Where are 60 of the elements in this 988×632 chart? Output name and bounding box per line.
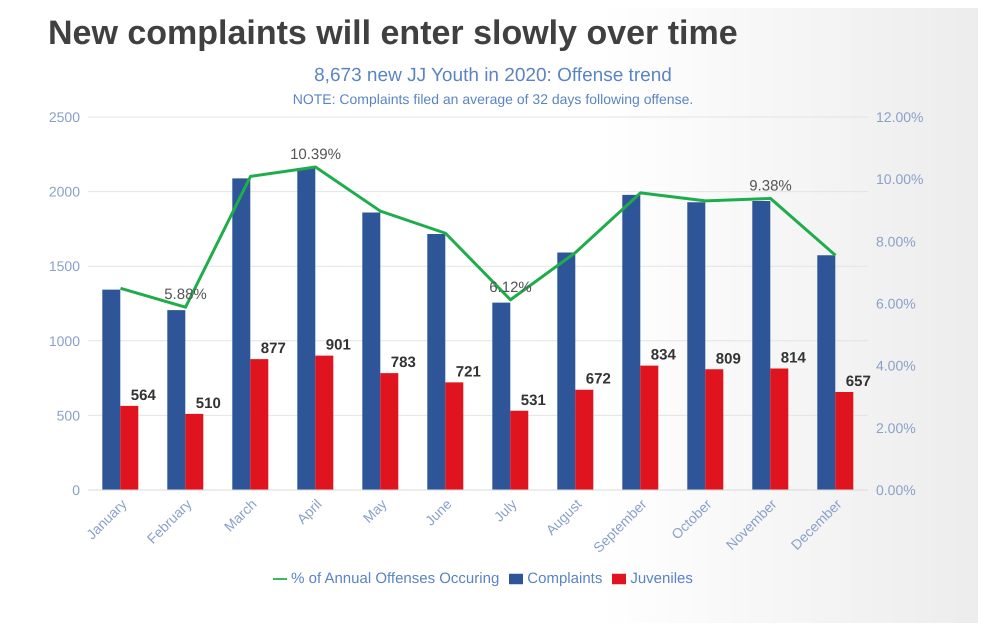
bar: [835, 392, 854, 490]
y2-tick-label: 0.00%: [876, 482, 916, 498]
bar: [557, 252, 576, 490]
chart-title: New complaints will enter slowly over time: [47, 13, 739, 53]
bar: [297, 168, 316, 490]
y-tick-label: 2000: [48, 184, 80, 200]
data-label: 672: [586, 370, 611, 388]
bar: [622, 194, 640, 490]
bar: [250, 359, 268, 490]
bar: [492, 302, 510, 490]
x-tick-label: July: [490, 496, 520, 525]
data-label: 809: [716, 350, 741, 368]
y-tick-label: 2500: [48, 108, 80, 125]
bar: [315, 356, 334, 490]
bar: [640, 366, 658, 490]
bar: [427, 234, 446, 490]
bar: [817, 255, 836, 490]
bar: [120, 406, 138, 490]
bar: [510, 410, 528, 490]
legend-label: Juveniles: [630, 570, 693, 587]
chart-subtitle: 8,673 new JJ Youth in 2020: Offense trend: [313, 65, 673, 87]
bar: [380, 373, 398, 490]
bar: [770, 368, 788, 490]
data-label: 10.39%: [290, 146, 341, 164]
data-label: 901: [326, 336, 351, 354]
y-tick-label: 500: [56, 407, 80, 424]
data-label: 657: [846, 372, 871, 390]
bar: [185, 414, 204, 490]
line-series: [119, 166, 837, 309]
y-tick-label: 1000: [48, 332, 80, 349]
bar: [362, 212, 380, 490]
bar: [687, 202, 706, 490]
bar: [575, 390, 594, 490]
data-label: 721: [456, 363, 481, 380]
y2-tick-label: 8.00%: [876, 233, 916, 250]
bar: [752, 201, 770, 490]
text: NOTE: Complaints filed an average of 32 days following offense.: [292, 91, 694, 107]
data-label: 783: [390, 354, 416, 372]
bar: [445, 382, 464, 490]
bar: [102, 290, 120, 490]
y2-tick-label: 2.00%: [876, 420, 916, 436]
x-tick-label: May: [360, 496, 390, 526]
data-label: 510: [196, 394, 221, 412]
data-label: 877: [260, 340, 286, 358]
bar: [167, 310, 186, 490]
data-label: 564: [130, 386, 156, 404]
y2-tick-label: 6.00%: [876, 295, 916, 312]
data-label: 531: [520, 392, 546, 409]
y2-tick-label: 12.00%: [876, 108, 924, 125]
legend-label: % of Annual Offenses Occuring: [291, 570, 500, 587]
legend-label: Complaints: [527, 570, 602, 587]
data-label: 814: [780, 350, 806, 367]
data-label: 834: [650, 346, 676, 364]
y-tick-label: 1500: [48, 258, 80, 274]
y-tick-label: 0: [72, 482, 80, 498]
y2-tick-label: 4.00%: [876, 358, 916, 374]
data-label: 9.38%: [749, 177, 792, 194]
y2-tick-label: 10.00%: [876, 171, 924, 188]
bar: [705, 369, 724, 490]
bar: [232, 178, 250, 490]
